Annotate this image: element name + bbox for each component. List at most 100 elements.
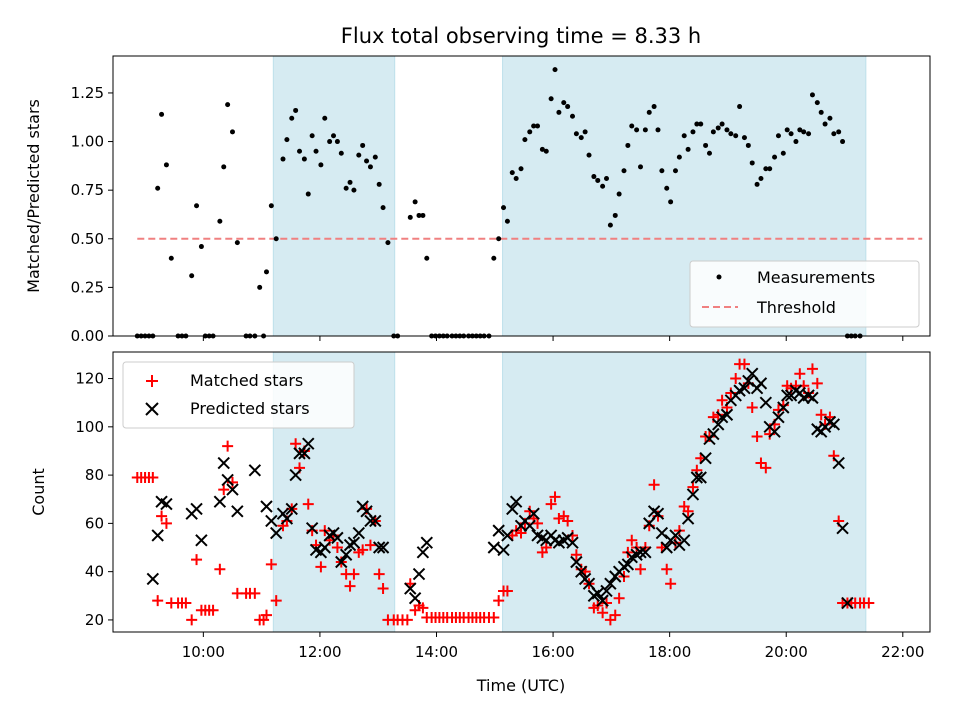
- measurement-point: [685, 146, 691, 152]
- predicted-star-point: [836, 521, 849, 535]
- predicted-star-point: [260, 500, 273, 513]
- matched-star-point: [302, 498, 314, 510]
- predicted-star-point: [280, 512, 294, 525]
- measurement-point: [420, 212, 426, 218]
- measurement-point: [159, 111, 165, 117]
- predicted-star-point: [566, 536, 579, 549]
- predicted-star-point: [690, 471, 704, 484]
- matched-star-point: [815, 409, 827, 421]
- bottom-legend: Matched stars Predicted stars: [122, 361, 355, 429]
- measurement-point: [367, 164, 373, 170]
- predicted-star-point: [412, 567, 426, 581]
- measurement-point: [801, 129, 807, 135]
- measurement-point: [763, 166, 769, 172]
- measurement-point: [522, 137, 528, 143]
- measurement-point: [767, 166, 773, 172]
- measurement-point: [293, 107, 299, 113]
- predicted-star-point: [780, 389, 794, 402]
- matched-star-point: [191, 554, 203, 566]
- measurement-point: [582, 129, 588, 135]
- measurement-point: [331, 133, 337, 139]
- predicted-star-point: [305, 521, 319, 535]
- measurement-point: [664, 185, 670, 191]
- measurement-point: [356, 152, 362, 158]
- predicted-star-point: [369, 514, 382, 528]
- matched-star-point: [540, 542, 552, 554]
- predicted-star-point: [639, 546, 652, 559]
- matched-star-point: [635, 563, 647, 575]
- measurement-point: [513, 176, 519, 181]
- legend-measurements-marker: [716, 274, 722, 280]
- measurement-point: [297, 148, 303, 154]
- predicted-star-point: [217, 456, 230, 470]
- measurement-point: [407, 214, 413, 220]
- predicted-star-point: [651, 507, 665, 520]
- measurement-point: [698, 121, 704, 127]
- top-measurement-points: [134, 67, 863, 339]
- matched-star-point: [570, 549, 582, 561]
- matched-star-point: [315, 561, 327, 573]
- measurement-point: [793, 139, 799, 145]
- matched-star-point: [863, 597, 875, 609]
- matched-star-point: [609, 609, 621, 621]
- predicted-star-point: [660, 541, 673, 554]
- predicted-star-point: [497, 543, 510, 557]
- measurement-point: [229, 129, 235, 135]
- measurement-point: [638, 164, 644, 170]
- predicted-star-point: [501, 529, 514, 542]
- matched-star-point: [186, 614, 198, 626]
- measurement-point: [221, 164, 227, 170]
- measurement-point: [668, 199, 674, 205]
- top-legend: Measurements Threshold: [689, 260, 920, 328]
- matched-star-point: [549, 491, 561, 503]
- predicted-star-point: [331, 531, 344, 545]
- measurement-point: [416, 212, 422, 218]
- matched-star-point: [373, 568, 385, 580]
- top-y-axis-label: Matched/Predicted stars: [24, 99, 43, 293]
- bottom-y-tick-label: 100: [75, 418, 104, 436]
- measurement-point: [600, 183, 606, 189]
- measurement-point: [737, 104, 743, 110]
- measurement-point: [313, 148, 319, 154]
- measurement-point: [257, 284, 263, 290]
- measurement-point: [548, 96, 554, 102]
- measurement-point: [659, 168, 665, 174]
- measurement-point: [646, 109, 652, 115]
- predicted-star-point: [634, 546, 647, 559]
- predicted-star-point: [265, 514, 278, 528]
- predicted-star-point: [416, 546, 430, 559]
- matched-star-point: [532, 517, 544, 529]
- matched-star-point: [751, 430, 763, 442]
- bottom-y-axis-label: Count: [29, 468, 48, 516]
- top-y-tick-label: 0.00: [71, 327, 104, 345]
- matched-star-point: [501, 585, 513, 597]
- predicted-star-point: [591, 587, 604, 600]
- matched-star-point: [661, 563, 673, 575]
- measurement-point: [719, 121, 725, 127]
- measurement-point: [772, 154, 778, 160]
- predicted-star-point: [827, 418, 841, 431]
- matched-star-point: [682, 505, 694, 517]
- predicted-star-point: [655, 526, 669, 540]
- measurement-point: [809, 92, 815, 98]
- measurement-point: [570, 113, 576, 119]
- matched-star-point: [218, 484, 230, 496]
- predicted-star-point: [248, 464, 262, 477]
- measurement-point: [527, 129, 533, 135]
- measurement-point: [612, 212, 618, 218]
- matched-star-point: [794, 368, 806, 380]
- measurement-point: [509, 170, 515, 176]
- measurement-point: [351, 187, 357, 193]
- x-tick-label: 18:00: [648, 643, 691, 661]
- predicted-star-point: [372, 541, 386, 554]
- measurement-point: [651, 104, 657, 110]
- measurement-point: [806, 131, 812, 137]
- predicted-star-point: [777, 401, 790, 414]
- measurement-point: [676, 154, 682, 160]
- measurement-point: [840, 139, 846, 145]
- predicted-star-point: [720, 408, 734, 421]
- measurement-point: [552, 67, 558, 73]
- measurement-point: [234, 240, 240, 246]
- predicted-star-point: [841, 596, 854, 610]
- predicted-star-point: [231, 505, 244, 518]
